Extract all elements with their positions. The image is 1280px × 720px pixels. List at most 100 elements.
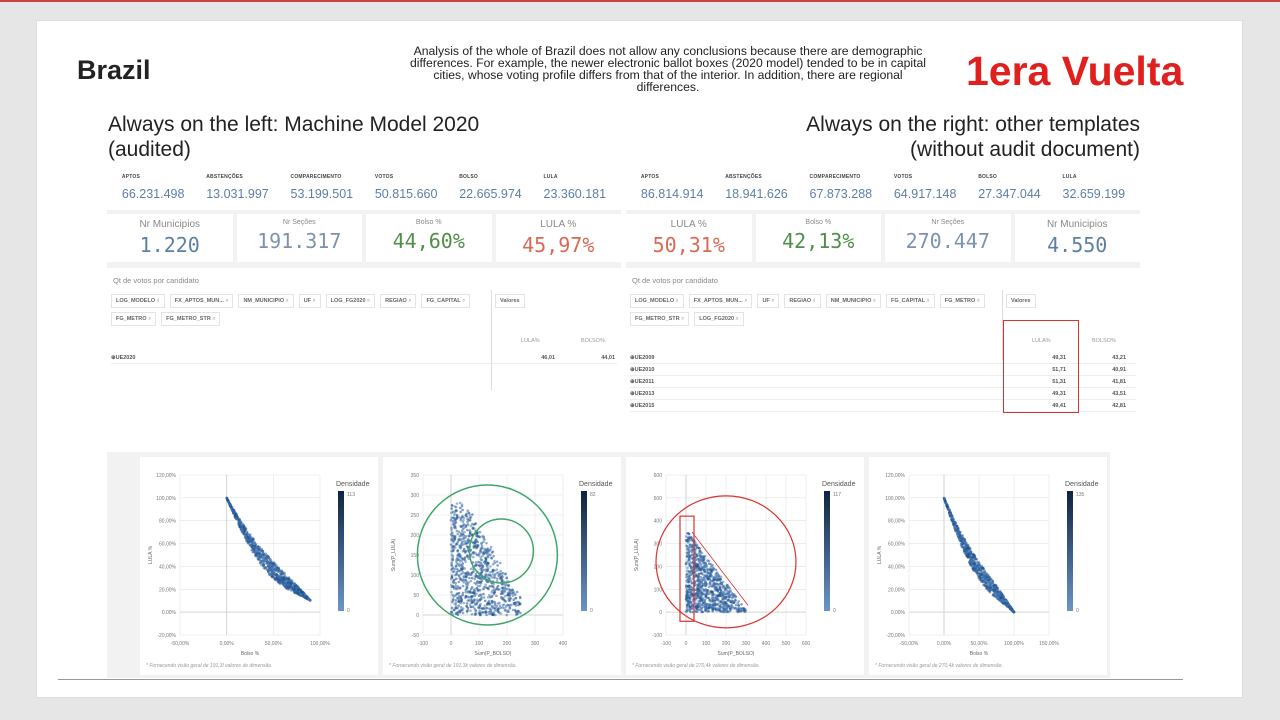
density-scatter-left-sum[interactable]: -100 0 100 200 300 400 -50 0 50 100 150 200 250 300 35… <box>383 457 621 675</box>
y-tick-label: 500 <box>654 496 663 502</box>
kpi-value: 27.347.044 <box>978 187 1041 201</box>
density-min: 0 <box>590 608 593 614</box>
dimension-chips: LOG_MODELO FX_APTOS_MUN... UF REGIAO NM_MUNI… <box>630 294 1010 326</box>
dimension-chip[interactable]: FG_METRO_STR <box>630 312 690 326</box>
density-max: 82 <box>590 492 596 498</box>
chart-footnote: * Fornecendo visão geral de 191,3l valor… <box>146 663 273 669</box>
y-tick-label: 100,00% <box>885 496 905 502</box>
values-button[interactable]: Valores <box>1006 294 1036 308</box>
x-tick-label: 0 <box>450 641 453 647</box>
column-header-lula[interactable]: LULA% <box>1032 338 1051 344</box>
x-tick-label: 100 <box>475 641 484 647</box>
dimension-chip[interactable]: LOG_MODELO <box>630 294 684 308</box>
kpi-label: ABSTENÇÕES <box>725 174 762 180</box>
values-button[interactable]: Valores <box>495 294 525 308</box>
chart-footnote: * Fornecendo visão geral de 191,3k valor… <box>389 663 517 669</box>
x-axis-label: Bolso % <box>241 651 260 657</box>
table-row[interactable]: UE2020 46,01 44,01 <box>111 352 617 364</box>
annotation-circle <box>655 495 797 629</box>
dimension-chip[interactable]: FX_APTOS_MUN... <box>169 294 234 308</box>
y-tick-label: 50 <box>413 593 419 599</box>
row-label: UE2013 <box>630 391 655 397</box>
x-tick-label: 0,00% <box>937 641 952 647</box>
density-scatter-left-pct[interactable]: -50,00% 0,00% 50,00% 100,00% -20,00% 0,00% 20,… <box>140 457 378 675</box>
kpi-row: APTOS 86.814.914 ABSTENÇÕES 18.941.626 COMPA… <box>626 168 1140 210</box>
kpi-item: ABSTENÇÕES 18.941.626 <box>725 168 788 210</box>
bolso-value: 44,01 <box>601 354 615 361</box>
card-value: 44,60% <box>392 229 465 253</box>
kpi-item: BOLSO 27.347.044 <box>978 168 1041 210</box>
density-min: 0 <box>1076 608 1079 614</box>
y-tick-label: 40,00% <box>888 564 906 570</box>
kpi-card: Nr Seções 191.317 <box>236 214 362 262</box>
dimension-chip[interactable]: NM_MUNICIPIO <box>825 294 881 308</box>
dimension-chip[interactable]: REGIAO <box>784 294 821 308</box>
table-row[interactable]: UE2011 51,31 41,81 <box>630 376 1136 388</box>
y-tick-label: 350 <box>411 473 420 479</box>
dimension-chip[interactable]: FG_CAPITAL <box>885 294 935 308</box>
y-tick-label: -20,00% <box>157 633 176 639</box>
y-tick-label: 80,00% <box>888 519 906 525</box>
dimension-chip[interactable]: FX_APTOS_MUN... <box>688 294 753 308</box>
left-dashboard: APTOS 66.231.498 ABSTENÇÕES 13.031.997 COMPA… <box>107 168 621 450</box>
panel-title: Qt de votos por candidato <box>632 276 718 285</box>
column-header-bolso[interactable]: BOLSO% <box>581 338 605 344</box>
x-tick-label: 50,00% <box>971 641 989 647</box>
density-scatter-right-sum[interactable]: -100 0 100 200 300 400 500 600 -100 0 100 200 300 400… <box>626 457 864 675</box>
y-tick-label: 60,00% <box>159 542 177 548</box>
dimension-chip[interactable]: UF <box>757 294 780 308</box>
density-color-scale <box>338 491 344 611</box>
kpi-value: 13.031.997 <box>206 187 269 201</box>
dimension-chip[interactable]: NM_MUNICIPIO <box>238 294 294 308</box>
kpi-value: 32.659.199 <box>1062 187 1126 201</box>
y-axis-label: Sum(P_LULA) <box>391 539 397 572</box>
dimension-chip[interactable]: UF <box>298 294 321 308</box>
y-tick-label: -20,00% <box>886 633 905 639</box>
legend-title: Densidade <box>822 481 856 488</box>
kpi-card: Bolso % 44,60% <box>366 214 492 262</box>
card-label: Nr Municipios <box>139 219 201 230</box>
kpi-label: BOLSO <box>459 174 478 180</box>
dimension-chip[interactable]: FG_METRO <box>939 294 985 308</box>
column-header-bolso[interactable]: BOLSO% <box>1092 338 1116 344</box>
table-row[interactable]: UE2013 49,31 43,51 <box>630 388 1136 400</box>
dimension-chip[interactable]: LOG_MODELO <box>111 294 165 308</box>
x-tick-label: -50,00% <box>171 641 190 647</box>
dimension-chip[interactable]: LOG_FG2020 <box>694 312 744 326</box>
density-max: 117 <box>833 492 841 498</box>
bolso-value: 43,21 <box>1112 354 1126 361</box>
kpi-card: Nr Seções 270.447 <box>885 214 1011 262</box>
y-tick-label: 600 <box>654 473 663 479</box>
column-header-lula[interactable]: LULA% <box>521 338 540 344</box>
lula-value: 46,01 <box>541 354 555 361</box>
y-tick-label: 300 <box>411 493 420 499</box>
chart-footnote: * Fornecendo visão geral de 270,4k valor… <box>875 663 1003 669</box>
y-tick-label: 100,00% <box>156 496 176 502</box>
density-color-scale <box>581 491 587 611</box>
table-row[interactable]: UE2015 49,41 42,81 <box>630 400 1136 412</box>
bolso-value: 40,91 <box>1112 366 1126 373</box>
x-axis-label: Sum(P_BOLSO) <box>718 651 755 657</box>
annotation-circle-outer <box>416 484 559 626</box>
y-tick-label: 150 <box>411 553 420 559</box>
kpi-label: LULA <box>543 174 558 180</box>
table-row[interactable]: UE2010 51,71 40,91 <box>630 364 1136 376</box>
kpi-label: ABSTENÇÕES <box>206 174 243 180</box>
dimension-chip[interactable]: REGIAO <box>380 294 417 308</box>
top-border <box>0 0 1280 2</box>
dimension-chip[interactable]: LOG_FG2020 <box>325 294 376 308</box>
density-min: 0 <box>833 608 836 614</box>
row-label: UE2020 <box>111 355 136 361</box>
dimension-chip[interactable]: FG_CAPITAL <box>421 294 471 308</box>
y-tick-label: 200 <box>411 533 420 539</box>
bolso-value: 42,81 <box>1112 402 1126 409</box>
table-row[interactable]: UE2009 49,31 43,21 <box>630 352 1136 364</box>
card-value: 45,97% <box>522 233 595 257</box>
density-scatter-right-pct[interactable]: -50,00% 0,00% 50,00% 100,00% 150,00% -20,00% 0… <box>869 457 1107 675</box>
dimension-chip[interactable]: FG_METRO <box>111 312 157 326</box>
x-tick-label: -100 <box>661 641 671 647</box>
dimension-chip[interactable]: FG_METRO_STR <box>161 312 221 326</box>
kpi-value: 18.941.626 <box>725 187 788 201</box>
y-tick-label: 100 <box>654 587 663 593</box>
x-tick-label: 150,00% <box>1039 641 1059 647</box>
